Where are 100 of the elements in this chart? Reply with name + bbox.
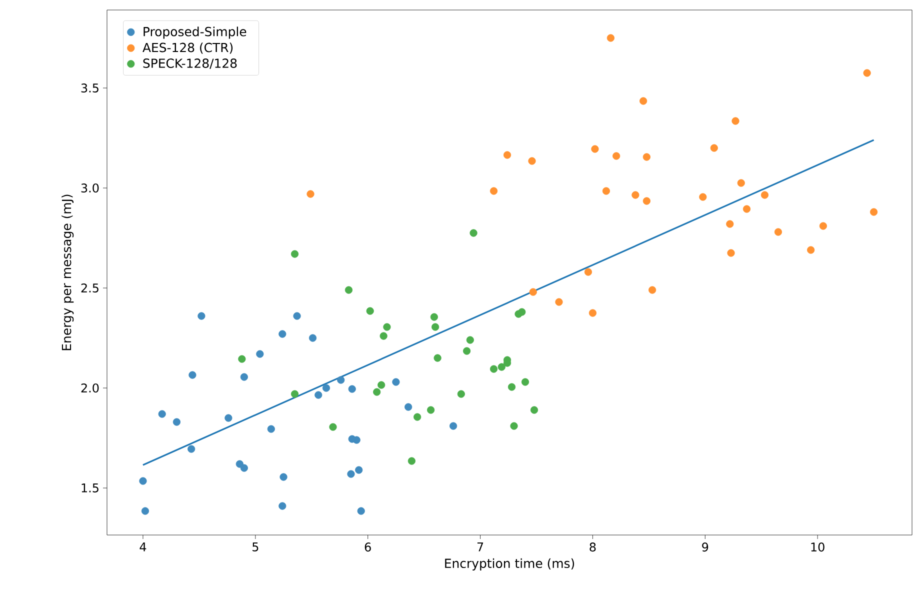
point	[529, 288, 537, 296]
point	[383, 323, 391, 331]
x-tick-label: 4	[140, 542, 146, 552]
point	[466, 336, 474, 344]
point	[172, 418, 181, 426]
point	[612, 152, 620, 160]
point	[726, 220, 734, 228]
point	[240, 373, 248, 381]
point	[737, 179, 745, 187]
point	[141, 507, 150, 515]
point	[414, 413, 422, 421]
point	[347, 470, 355, 478]
point	[278, 330, 286, 338]
point	[430, 313, 438, 321]
point	[870, 208, 878, 216]
point	[510, 422, 518, 430]
point	[434, 354, 442, 362]
point	[699, 193, 707, 201]
point	[139, 477, 147, 485]
point	[640, 97, 648, 105]
point	[344, 286, 353, 294]
point	[584, 268, 592, 276]
point	[280, 473, 288, 481]
point	[188, 371, 196, 379]
x-tick-label: 8	[590, 542, 596, 552]
point	[606, 34, 614, 42]
point	[357, 507, 365, 515]
point	[427, 406, 435, 414]
point	[710, 144, 718, 152]
point	[198, 312, 206, 320]
y-tick-label: 2.0	[81, 383, 99, 393]
x-tick-label: 5	[252, 542, 258, 552]
point	[224, 414, 232, 422]
point	[774, 228, 782, 236]
point	[642, 197, 650, 205]
point	[355, 466, 363, 474]
point	[490, 365, 498, 373]
point	[642, 153, 650, 161]
point	[158, 410, 166, 418]
point	[322, 384, 330, 392]
point	[807, 246, 815, 254]
point	[588, 309, 597, 317]
point	[521, 378, 530, 386]
point	[498, 363, 506, 371]
point	[373, 388, 381, 396]
point	[457, 390, 465, 398]
point	[490, 187, 498, 195]
point	[555, 298, 563, 306]
point	[591, 145, 599, 153]
x-axis-title: Encryption time (ms)	[445, 558, 574, 570]
point	[290, 390, 299, 398]
point	[602, 187, 610, 195]
point	[337, 376, 345, 384]
point	[528, 157, 536, 165]
point	[432, 323, 440, 331]
point	[632, 191, 640, 199]
point	[518, 308, 526, 316]
point	[290, 250, 299, 258]
x-tick-label: 6	[364, 542, 371, 552]
point	[314, 391, 322, 399]
x-tick-label: 9	[702, 542, 708, 552]
point	[819, 222, 827, 230]
point	[732, 117, 740, 125]
point	[188, 445, 196, 453]
point	[404, 403, 412, 411]
point	[348, 385, 356, 393]
point	[503, 151, 512, 159]
point	[306, 190, 314, 198]
point	[462, 347, 471, 355]
point	[449, 422, 458, 430]
point	[742, 205, 751, 213]
point	[238, 355, 246, 363]
legend-label: AES-128 (CTR)	[142, 42, 233, 54]
x-tick-label: 7	[477, 542, 484, 552]
point	[470, 229, 478, 237]
point	[240, 464, 248, 472]
legend-label: Proposed-Simple	[144, 26, 246, 39]
point	[863, 69, 871, 77]
x-tick-label: 10	[811, 542, 824, 552]
point	[530, 406, 538, 414]
y-axis-title: Energy per message (mJ)	[62, 194, 74, 350]
point	[727, 249, 735, 257]
y-tick-label: 2.5	[81, 283, 98, 293]
y-tick-label: 1.5	[82, 484, 98, 492]
point	[408, 457, 416, 465]
point	[508, 383, 516, 391]
point	[378, 381, 386, 389]
point	[293, 312, 301, 320]
y-tick-label: 3.5	[81, 83, 98, 93]
point	[648, 286, 656, 294]
point	[380, 332, 388, 340]
point	[278, 502, 286, 510]
legend-label: SPECK-128/128	[143, 58, 237, 69]
point	[329, 423, 337, 431]
point	[352, 436, 360, 444]
point	[267, 425, 275, 433]
point	[392, 378, 400, 386]
point	[760, 191, 769, 199]
point	[256, 350, 264, 358]
point	[308, 334, 317, 342]
